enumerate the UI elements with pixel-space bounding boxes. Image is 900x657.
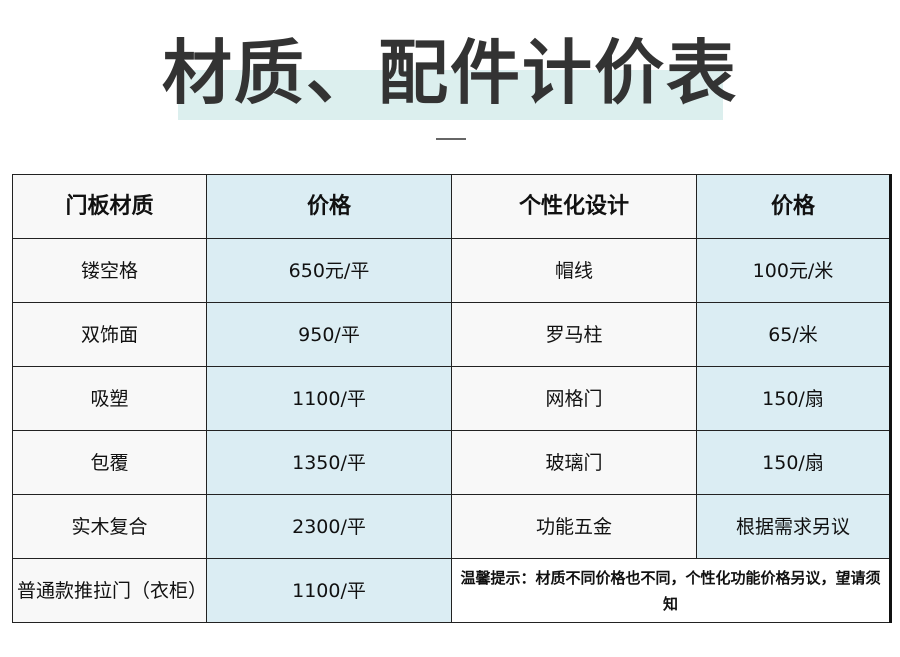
price-cell: 1350/平 — [206, 430, 452, 495]
price-cell: 950/平 — [206, 302, 452, 367]
price-table: 门板材质 价格 个性化设计 价格 镂空格 650元/平 帽线 100元/米 双饰面 950… — [12, 174, 892, 623]
price-cell: 150/扇 — [696, 430, 891, 495]
price-cell: 1100/平 — [206, 558, 452, 623]
price-cell: 65/米 — [696, 302, 891, 367]
material-cell: 双饰面 — [12, 302, 207, 367]
material-cell: 镂空格 — [12, 238, 207, 303]
header-cell: 价格 — [696, 174, 891, 239]
header-cell: 门板材质 — [12, 174, 207, 239]
table-row: 双饰面 950/平 罗马柱 65/米 — [12, 302, 891, 367]
divider — [436, 138, 466, 140]
table-row: 实木复合 2300/平 功能五金 根据需求另议 — [12, 494, 891, 559]
header-cell: 价格 — [206, 174, 452, 239]
price-cell: 1100/平 — [206, 366, 452, 431]
table-row: 镂空格 650元/平 帽线 100元/米 — [12, 238, 891, 303]
price-cell: 根据需求另议 — [696, 494, 891, 559]
price-cell: 2300/平 — [206, 494, 452, 559]
price-cell: 150/扇 — [696, 366, 891, 431]
table-row: 普通款推拉门（衣柜） 1100/平 温馨提示：材质不同价格也不同，个性化功能价格… — [12, 558, 891, 623]
design-cell: 网格门 — [451, 366, 697, 431]
price-cell: 650元/平 — [206, 238, 452, 303]
design-cell: 功能五金 — [451, 494, 697, 559]
material-cell: 吸塑 — [12, 366, 207, 431]
title-highlight — [178, 70, 723, 120]
note-cell: 温馨提示：材质不同价格也不同，个性化功能价格另议，望请须知 — [451, 558, 891, 623]
material-cell: 普通款推拉门（衣柜） — [12, 558, 207, 623]
design-cell: 玻璃门 — [451, 430, 697, 495]
design-cell: 帽线 — [451, 238, 697, 303]
table-row: 包覆 1350/平 玻璃门 150/扇 — [12, 430, 891, 495]
design-cell: 罗马柱 — [451, 302, 697, 367]
material-cell: 包覆 — [12, 430, 207, 495]
table-row: 吸塑 1100/平 网格门 150/扇 — [12, 366, 891, 431]
price-cell: 100元/米 — [696, 238, 891, 303]
table-header: 门板材质 价格 个性化设计 价格 — [12, 174, 891, 239]
header-cell: 个性化设计 — [451, 174, 697, 239]
material-cell: 实木复合 — [12, 494, 207, 559]
page-title: 材质、配件计价表 — [162, 32, 738, 114]
